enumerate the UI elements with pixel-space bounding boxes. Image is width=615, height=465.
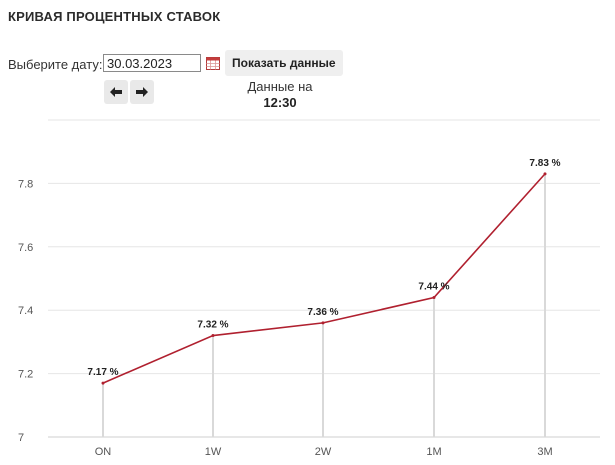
data-point bbox=[543, 172, 547, 176]
y-tick-label: 7.4 bbox=[18, 305, 33, 317]
data-label: 7.83 % bbox=[529, 158, 560, 169]
data-point bbox=[101, 381, 105, 385]
x-tick-label: 3M bbox=[537, 446, 552, 458]
x-tick-label: 2W bbox=[315, 446, 332, 458]
x-tick-label: 1W bbox=[205, 446, 222, 458]
date-input[interactable] bbox=[103, 54, 201, 72]
y-tick-label: 7.8 bbox=[18, 178, 33, 190]
data-point bbox=[211, 334, 215, 338]
prev-date-button[interactable] bbox=[104, 80, 128, 104]
date-label: Выберите дату: bbox=[8, 57, 103, 72]
data-label: 7.36 % bbox=[307, 307, 338, 318]
show-data-button[interactable]: Показать данные bbox=[225, 50, 343, 76]
arrow-left-icon bbox=[110, 87, 122, 97]
data-on-label: Данные на bbox=[247, 79, 313, 94]
y-tick-label: 7.2 bbox=[18, 369, 33, 381]
y-tick-label: 7 bbox=[18, 432, 24, 444]
arrow-right-icon bbox=[136, 87, 148, 97]
data-point bbox=[321, 321, 325, 325]
data-label: 7.32 % bbox=[197, 320, 228, 331]
data-label: 7.44 % bbox=[418, 282, 449, 293]
next-date-button[interactable] bbox=[130, 80, 154, 104]
data-time: 12:30 bbox=[263, 95, 297, 110]
x-tick-label: ON bbox=[95, 446, 112, 458]
x-tick-label: 1M bbox=[426, 446, 441, 458]
page-title: КРИВАЯ ПРОЦЕНТНЫХ СТАВОК bbox=[8, 9, 221, 24]
data-point bbox=[432, 296, 436, 300]
data-label: 7.17 % bbox=[87, 367, 118, 378]
y-tick-label: 7.6 bbox=[18, 242, 33, 254]
calendar-icon[interactable] bbox=[206, 57, 220, 70]
